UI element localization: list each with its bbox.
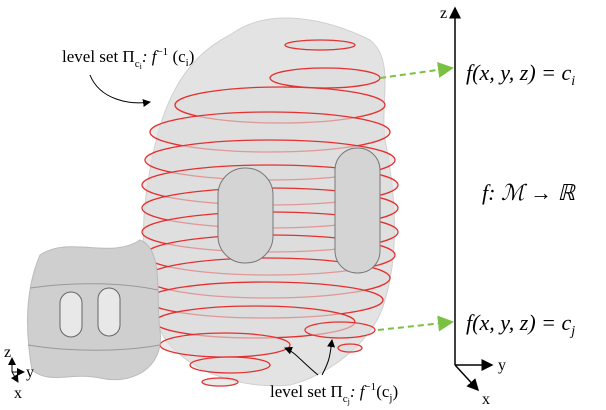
- thumb-axis: [12, 372, 18, 382]
- level-set: [160, 333, 290, 357]
- arrow: [380, 68, 452, 78]
- figure: z y x level set Πci: f−1 (ci) level set …: [0, 0, 606, 410]
- level-set: [270, 68, 380, 88]
- axis-label: y: [26, 364, 34, 381]
- equation: f(x, y, z) = cj: [466, 310, 575, 339]
- level-set: [338, 344, 362, 352]
- hole: [218, 168, 273, 263]
- level-set: [190, 357, 270, 373]
- axis-label: z: [440, 5, 447, 22]
- equation: f: ℳ → ℝ: [482, 180, 576, 205]
- thumbnail-hole: [60, 292, 82, 337]
- axis-label: x: [482, 391, 490, 408]
- axis-label: x: [14, 385, 22, 402]
- equation: f(x, y, z) = ci: [466, 60, 575, 89]
- thumbnail-hole: [98, 288, 120, 336]
- level-set: [202, 378, 238, 386]
- arrow: [378, 322, 452, 330]
- hole: [335, 148, 380, 273]
- level-set: [305, 322, 375, 338]
- axis-label: z: [4, 344, 11, 361]
- thumbnail: [27, 240, 160, 380]
- x-axis: [455, 365, 478, 390]
- level-set: [285, 40, 355, 50]
- axis-label: y: [498, 357, 506, 374]
- annotation: level set Πci: f−1 (ci): [62, 46, 194, 71]
- pointer: [90, 75, 150, 103]
- annotation: level set Πcj: f−1(cj): [270, 381, 398, 406]
